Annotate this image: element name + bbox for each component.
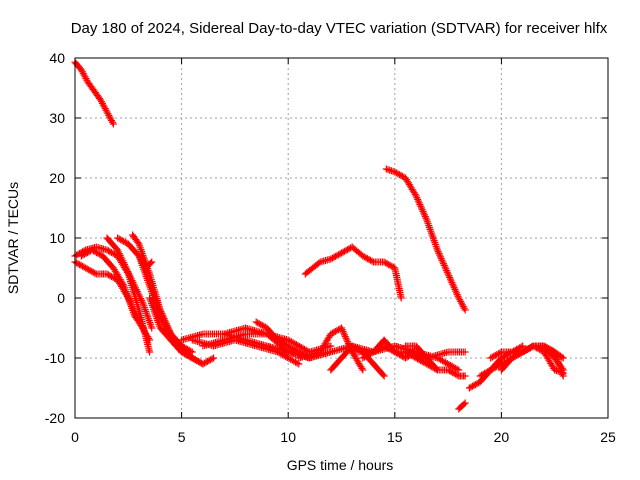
point-markers [156,312,218,368]
y-tick-label: 10 [49,230,65,246]
y-tick-label: -10 [45,350,65,366]
point-markers [455,399,469,413]
series-arc-night-5 [487,342,527,362]
x-tick-label: 5 [178,429,186,445]
point-markers [402,342,469,380]
series-arc-night-6 [519,342,567,377]
y-tick-label: 30 [49,110,65,126]
x-tick-label: 20 [494,429,510,445]
data-points [71,58,567,413]
series-arc-night-1 [455,399,469,413]
axis-ticks: 0 5 10 15 20 25 -20 -10 0 10 20 30 40 [45,50,616,445]
point-markers [519,342,567,377]
x-tick-label: 10 [280,429,296,445]
point-markers [301,243,405,302]
series-arc-early-4 [103,234,156,332]
x-tick-label: 15 [387,429,403,445]
point-markers [103,234,156,332]
series-arc-evening-1 [301,243,405,302]
x-axis-label: GPS time / hours [287,457,394,473]
y-tick-label: 0 [57,290,65,306]
point-markers [77,246,147,332]
x-tick-label: 0 [71,429,79,445]
series-arc-evening-2 [382,165,469,314]
y-tick-label: -20 [45,410,65,426]
series-arc-early-3 [77,246,147,332]
x-tick-label: 25 [600,429,616,445]
point-markers [382,165,469,314]
point-markers [487,342,527,362]
series-arc-early-10 [156,312,218,368]
chart-title: Day 180 of 2024, Sidereal Day-to-day VTE… [71,20,608,37]
series-arc-late-c [402,342,469,380]
y-axis-label: SDTVAR / TECUs [5,182,21,294]
y-tick-label: 20 [49,170,65,186]
y-tick-label: 40 [49,50,65,66]
